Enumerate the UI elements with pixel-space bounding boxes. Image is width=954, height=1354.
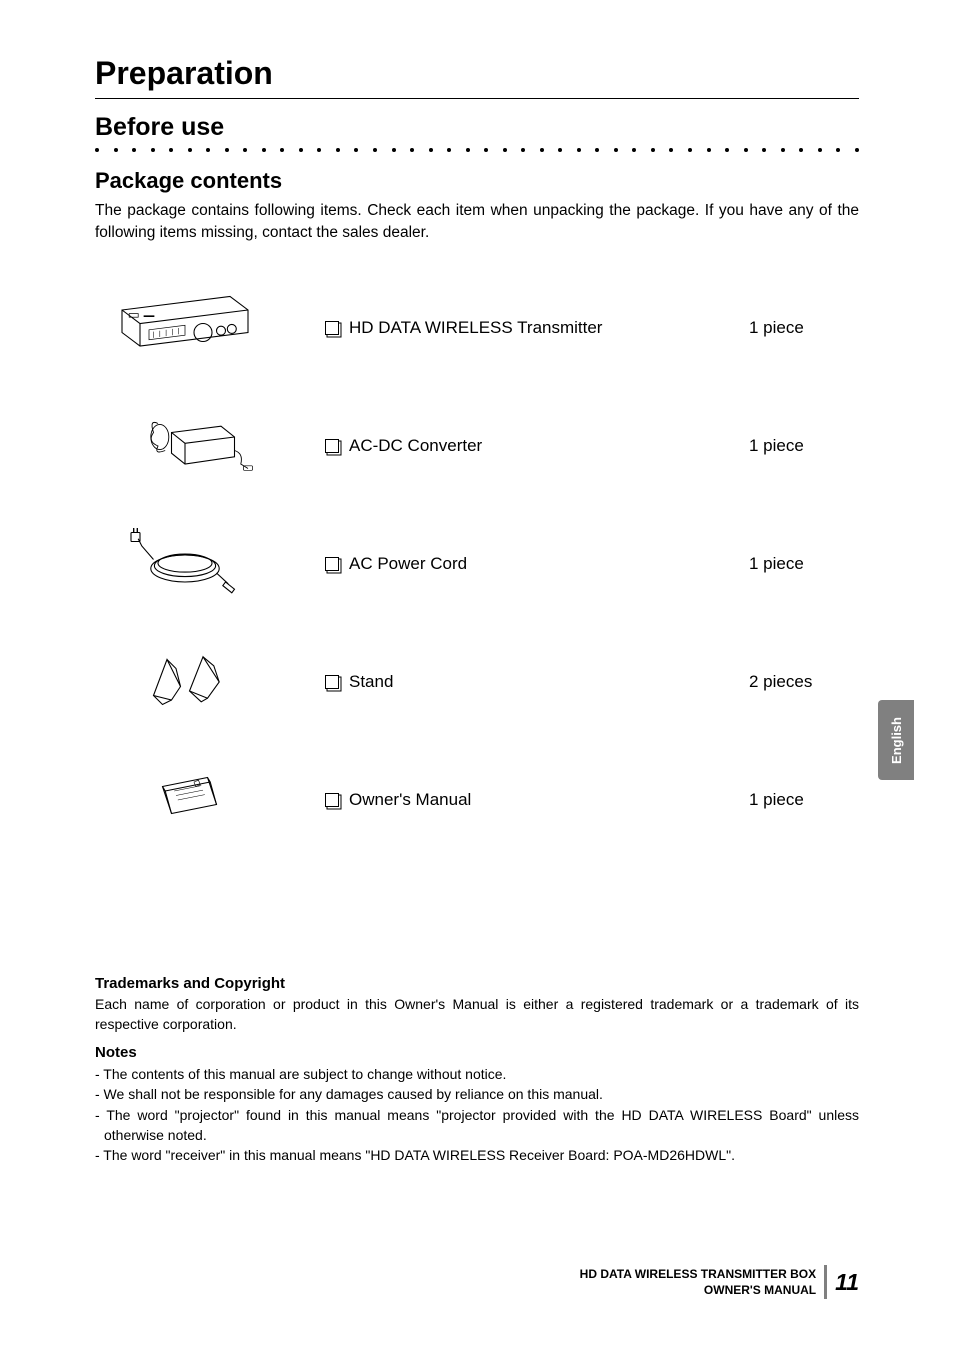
item-label: Stand — [349, 672, 749, 692]
subsection-title: Package contents — [95, 168, 859, 194]
package-item-row: AC Power Cord 1 piece — [95, 519, 859, 609]
note-item: - The word "projector" found in this man… — [95, 1105, 859, 1146]
svg-text:▬▬: ▬▬ — [144, 314, 155, 320]
language-tab-label: English — [889, 717, 904, 764]
item-quantity: 1 piece — [749, 318, 859, 338]
item-label: HD DATA WIRELESS Transmitter — [349, 318, 749, 338]
package-items-list: ▬▬ HD DATA WIRELESS Transmitter 1 piece — [95, 283, 859, 845]
footer-line1: HD DATA WIRELESS TRANSMITTER BOX — [580, 1266, 816, 1282]
notes-heading: Notes — [95, 1044, 859, 1061]
footer-line2: OWNER'S MANUAL — [580, 1282, 816, 1298]
page-content: Preparation Before use Package contents … — [0, 0, 954, 1354]
checkbox-icon — [325, 793, 339, 807]
item-label: AC Power Cord — [349, 554, 749, 574]
item-quantity: 2 pieces — [749, 672, 859, 692]
package-item-row: ▬▬ HD DATA WIRELESS Transmitter 1 piece — [95, 283, 859, 373]
package-item-row: Stand 2 pieces — [95, 637, 859, 727]
intro-paragraph: The package contains following items. Ch… — [95, 200, 859, 243]
page-footer: HD DATA WIRELESS TRANSMITTER BOX OWNER'S… — [580, 1265, 859, 1299]
item-label-wrap: AC Power Cord — [325, 554, 749, 574]
item-label: AC-DC Converter — [349, 436, 749, 456]
package-item-row: AC-DC Converter 1 piece — [95, 401, 859, 491]
note-item: - We shall not be responsible for any da… — [95, 1084, 859, 1104]
trademarks-heading: Trademarks and Copyright — [95, 975, 859, 992]
bottom-section: Trademarks and Copyright Each name of co… — [95, 975, 859, 1166]
checkbox-icon — [325, 439, 339, 453]
footer-text: HD DATA WIRELESS TRANSMITTER BOX OWNER'S… — [580, 1266, 816, 1298]
dotted-separator — [95, 148, 859, 152]
item-quantity: 1 piece — [749, 436, 859, 456]
note-item: - The word "receiver" in this manual mea… — [95, 1145, 859, 1165]
language-tab: English — [878, 700, 914, 780]
notes-list: - The contents of this manual are subjec… — [95, 1064, 859, 1165]
package-item-row: Owner's Manual 1 piece — [95, 755, 859, 845]
item-quantity: 1 piece — [749, 554, 859, 574]
item-label-wrap: HD DATA WIRELESS Transmitter — [325, 318, 749, 338]
footer-divider — [824, 1265, 827, 1299]
item-label-wrap: AC-DC Converter — [325, 436, 749, 456]
note-item: - The contents of this manual are subjec… — [95, 1064, 859, 1084]
title-rule — [95, 98, 859, 99]
transmitter-illustration: ▬▬ — [95, 283, 275, 373]
page-number: 11 — [835, 1269, 859, 1296]
stand-illustration — [95, 637, 275, 727]
item-label-wrap: Owner's Manual — [325, 790, 749, 810]
checkbox-icon — [325, 557, 339, 571]
item-quantity: 1 piece — [749, 790, 859, 810]
converter-illustration — [95, 401, 275, 491]
power-cord-illustration — [95, 519, 275, 609]
main-title: Preparation — [95, 55, 859, 92]
checkbox-icon — [325, 675, 339, 689]
item-label-wrap: Stand — [325, 672, 749, 692]
checkbox-icon — [325, 321, 339, 335]
section-title: Before use — [95, 113, 859, 142]
item-label: Owner's Manual — [349, 790, 749, 810]
trademarks-body: Each name of corporation or product in t… — [95, 995, 859, 1034]
manual-illustration — [95, 755, 275, 845]
